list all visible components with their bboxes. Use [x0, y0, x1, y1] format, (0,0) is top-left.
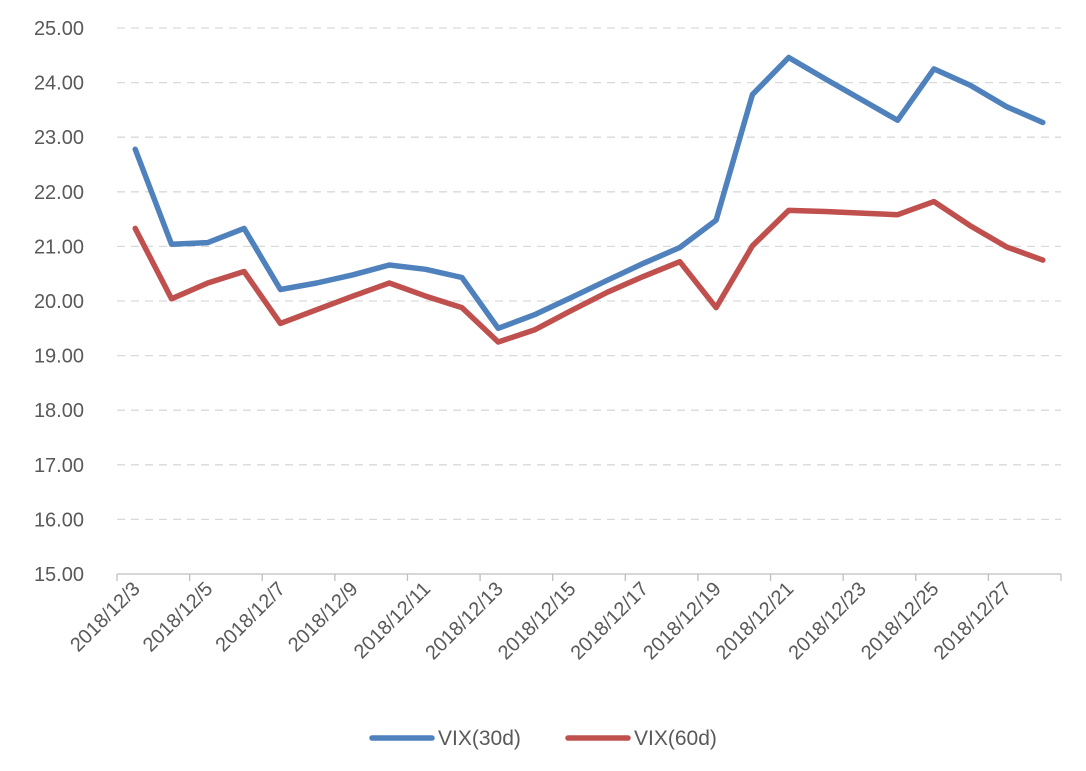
x-tick-label: 2018/12/9: [284, 578, 362, 656]
x-tick-label: 2018/12/15: [494, 578, 580, 664]
y-tick-label: 16.00: [34, 509, 84, 531]
x-tick-label: 2018/12/5: [139, 578, 217, 656]
x-tick-label: 2018/12/3: [66, 578, 144, 656]
y-tick-label: 18.00: [34, 400, 84, 422]
y-tick-label: 17.00: [34, 455, 84, 477]
legend: VIX(30d) VIX(60d): [369, 727, 717, 750]
y-tick-label: 21.00: [34, 236, 84, 258]
y-tick-label: 22.00: [34, 182, 84, 204]
x-tick-label: 2018/12/13: [421, 578, 507, 664]
x-tick-label: 2018/12/27: [930, 578, 1016, 664]
series-line-1: [132, 198, 1046, 345]
x-tick-label: 2018/12/17: [567, 578, 653, 664]
y-axis: 15.00 16.00 17.00 18.00 19.00 20.00 21.00 22.00…: [34, 18, 84, 586]
legend-label: VIX(30d): [438, 727, 521, 750]
y-tick-label: 20.00: [34, 291, 84, 313]
y-tick-label: 19.00: [34, 346, 84, 368]
y-tick-label: 24.00: [34, 73, 84, 95]
y-tick-label: 15.00: [34, 564, 84, 586]
x-tick-label: 2018/12/19: [639, 578, 725, 664]
series-lines: [132, 54, 1046, 345]
legend-label: VIX(60d): [634, 727, 717, 750]
gridlines: [117, 27, 1061, 521]
x-tick-label: 2018/12/25: [857, 578, 943, 664]
x-tick-label: 2018/12/23: [784, 578, 870, 664]
y-tick-label: 25.00: [34, 18, 84, 40]
x-tick-label: 2018/12/21: [712, 578, 798, 664]
y-tick-label: 23.00: [34, 127, 84, 149]
x-tick-label: 2018/12/7: [211, 578, 289, 656]
series-line-0: [132, 54, 1046, 332]
